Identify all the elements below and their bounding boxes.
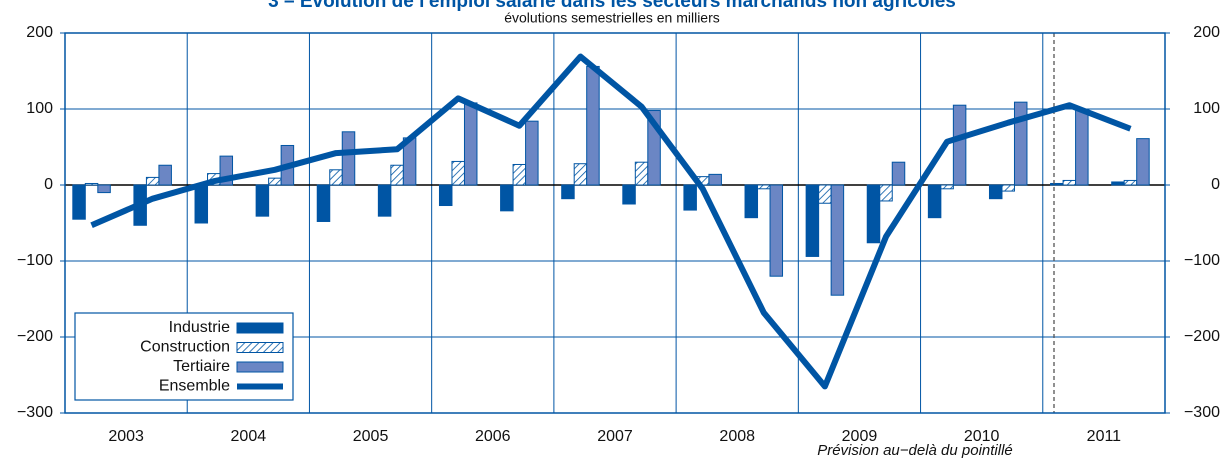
bar xyxy=(1111,181,1125,186)
y2-tick-label: 200 xyxy=(1193,24,1220,41)
legend-swatch xyxy=(236,342,284,353)
bar xyxy=(952,104,967,186)
bar xyxy=(940,184,954,190)
bar xyxy=(830,184,845,296)
legend-swatch xyxy=(236,361,284,373)
y-tick-label: 0 xyxy=(44,176,53,193)
x-tick-label: 2009 xyxy=(842,428,878,445)
bar xyxy=(377,184,392,217)
bar xyxy=(97,184,111,194)
bar xyxy=(451,160,465,186)
bar xyxy=(573,163,588,186)
bar xyxy=(72,184,86,220)
y2-tick-label: 0 xyxy=(1211,176,1220,193)
legend-label: Ensemble xyxy=(159,378,230,395)
bar xyxy=(1050,182,1064,186)
bar xyxy=(769,184,784,277)
bar xyxy=(512,163,527,186)
x-tick-label: 2006 xyxy=(475,428,511,445)
bar xyxy=(1123,179,1138,186)
line-series xyxy=(90,53,1132,390)
bar xyxy=(1136,138,1150,186)
bar xyxy=(1013,101,1028,186)
legend-label: Industrie xyxy=(169,319,230,336)
plot-frame xyxy=(64,32,1166,414)
y2-tick-label: −300 xyxy=(1184,404,1220,421)
x-tick-label: 2003 xyxy=(108,428,144,445)
bar xyxy=(84,182,99,186)
bar xyxy=(1075,108,1089,186)
bar xyxy=(744,184,759,219)
chart-title: 3 – Évolution de l'emploi salarié dans l… xyxy=(268,0,956,12)
bar xyxy=(329,169,343,186)
bar xyxy=(683,184,697,211)
bar xyxy=(988,184,1003,200)
bar xyxy=(586,65,600,186)
bar xyxy=(1001,184,1015,192)
bar xyxy=(757,184,771,190)
y2-tick-label: −100 xyxy=(1184,252,1220,269)
bar xyxy=(158,164,172,186)
x-tick-label: 2010 xyxy=(964,428,1000,445)
bar xyxy=(634,161,649,186)
bar xyxy=(194,184,209,224)
y2-tick-label: −200 xyxy=(1184,328,1220,345)
legend-swatch xyxy=(236,322,284,334)
bar xyxy=(145,176,160,186)
bar xyxy=(805,184,820,257)
x-tick-label: 2011 xyxy=(1087,428,1122,445)
x-tick-label: 2005 xyxy=(353,428,389,445)
x-tick-label: 2007 xyxy=(597,428,633,445)
y2-tick-label: 100 xyxy=(1193,100,1220,117)
bar xyxy=(438,184,453,207)
bar xyxy=(879,184,893,202)
y-tick-label: 200 xyxy=(26,24,53,41)
bar xyxy=(463,102,478,186)
y-tick-label: −100 xyxy=(17,252,53,269)
y-tick-label: 100 xyxy=(26,100,53,117)
annotation: Prévision au−delà du pointillé xyxy=(817,442,1013,459)
bar xyxy=(255,184,270,217)
bar xyxy=(525,120,539,186)
bar xyxy=(268,177,282,186)
bar xyxy=(1062,179,1077,186)
bar xyxy=(341,131,356,186)
bar xyxy=(561,184,575,200)
legend-label: Tertiaire xyxy=(173,358,230,375)
bar xyxy=(622,184,636,205)
bar xyxy=(891,161,906,186)
bar xyxy=(500,184,514,212)
y-tick-label: −300 xyxy=(17,404,53,421)
bar xyxy=(390,164,404,186)
x-tick-label: 2004 xyxy=(231,428,267,445)
bar xyxy=(316,184,331,222)
bar xyxy=(818,184,832,204)
bar xyxy=(927,184,942,219)
x-tick-label: 2008 xyxy=(719,428,755,445)
legend-label: Construction xyxy=(140,339,230,356)
chart-subtitle: évolutions semestrielles en milliers xyxy=(504,10,720,26)
bar xyxy=(708,173,722,186)
bar xyxy=(866,184,881,244)
y-tick-label: −200 xyxy=(17,328,53,345)
